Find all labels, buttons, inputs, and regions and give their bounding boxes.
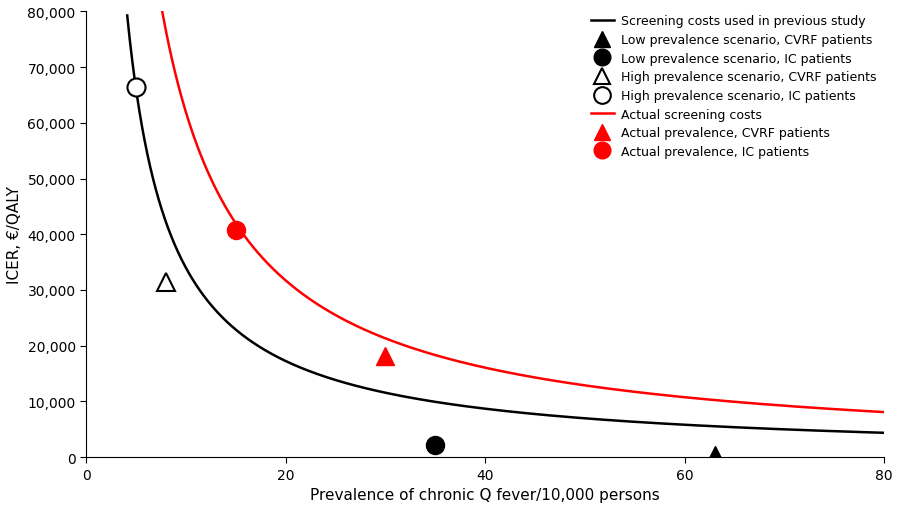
X-axis label: Prevalence of chronic Q fever/10,000 persons: Prevalence of chronic Q fever/10,000 per… bbox=[310, 487, 660, 502]
Legend: Screening costs used in previous study, Low prevalence scenario, CVRF patients, : Screening costs used in previous study, … bbox=[586, 11, 882, 163]
Y-axis label: ICER, €/QALY: ICER, €/QALY bbox=[7, 186, 22, 284]
